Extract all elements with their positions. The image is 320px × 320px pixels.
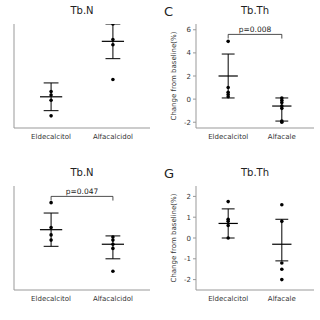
title: Tb.Th bbox=[240, 167, 269, 178]
point bbox=[111, 269, 115, 273]
y-axis-line bbox=[14, 186, 15, 290]
y-tick bbox=[193, 122, 196, 123]
sd-line bbox=[281, 219, 282, 261]
y-tick-label: -2 bbox=[184, 119, 191, 127]
marks bbox=[40, 24, 124, 118]
y-tick bbox=[193, 217, 196, 218]
point bbox=[49, 238, 53, 242]
point bbox=[111, 238, 115, 242]
marks bbox=[219, 40, 292, 124]
point bbox=[111, 235, 115, 239]
y-tick bbox=[193, 196, 196, 197]
y-tick bbox=[193, 76, 196, 77]
cap-low bbox=[105, 58, 120, 59]
x-tick-label: Eldecalcitol bbox=[208, 295, 248, 303]
point bbox=[49, 93, 53, 97]
y-tick-label: 1 bbox=[187, 214, 191, 222]
marks bbox=[219, 200, 292, 282]
point bbox=[280, 278, 284, 282]
point bbox=[280, 101, 284, 105]
x-tick-label: Alfacale bbox=[268, 133, 296, 141]
panel: -2 0 2 4 6 Eldecalcitol Alfacale Change from ba… bbox=[164, 4, 314, 141]
x-axis-line bbox=[14, 128, 150, 129]
point bbox=[280, 267, 284, 271]
cap-high bbox=[222, 54, 235, 55]
point bbox=[226, 236, 230, 240]
cap-high bbox=[44, 82, 59, 83]
y-tick-label: -1 bbox=[184, 255, 191, 263]
mean bbox=[272, 244, 291, 245]
cap-high bbox=[222, 208, 235, 209]
cap-high bbox=[44, 213, 59, 214]
point bbox=[226, 220, 230, 224]
x-axis-line bbox=[196, 128, 314, 129]
x-tick-label: Eldecalcitol bbox=[31, 133, 71, 141]
x-axis-line bbox=[14, 290, 150, 291]
point bbox=[49, 98, 53, 102]
y-tick bbox=[193, 99, 196, 100]
x-tick-label: Eldecalcitol bbox=[208, 133, 248, 141]
point bbox=[280, 107, 284, 111]
cap-low bbox=[44, 246, 59, 247]
point bbox=[280, 120, 284, 124]
point bbox=[49, 114, 53, 118]
y-tick-label: 4 bbox=[187, 49, 192, 57]
title: Tb.N bbox=[69, 167, 93, 178]
x-tick-label: Alfacalcidol bbox=[93, 133, 133, 141]
point bbox=[280, 261, 284, 265]
panel-label: G bbox=[164, 166, 174, 181]
cap-low bbox=[105, 258, 120, 259]
point bbox=[226, 86, 230, 90]
point bbox=[280, 220, 284, 224]
y-axis-line bbox=[14, 24, 15, 128]
panel: Eldecalcitol Alfacalcidol Tb.N bbox=[14, 5, 150, 141]
chart: Eldecalcitol Alfacalcidol Tb.N -2 0 2 4 6 Eldeca… bbox=[0, 0, 320, 320]
x-axis-line bbox=[196, 290, 314, 291]
y-tick bbox=[193, 29, 196, 30]
y-tick-label: 6 bbox=[187, 26, 192, 34]
mean bbox=[219, 75, 238, 76]
marks bbox=[40, 201, 124, 273]
p-value: p=0.008 bbox=[239, 25, 272, 34]
bracket bbox=[228, 34, 282, 38]
y-tick-label: 2 bbox=[187, 73, 191, 81]
point bbox=[226, 95, 230, 99]
title: Tb.Th bbox=[240, 5, 269, 16]
point bbox=[49, 226, 53, 230]
point bbox=[49, 90, 53, 94]
point bbox=[111, 78, 115, 82]
point bbox=[111, 38, 115, 42]
y-tick-label: 0 bbox=[187, 96, 191, 104]
point bbox=[226, 200, 230, 204]
y-tick-label: 2 bbox=[187, 193, 191, 201]
cap-low bbox=[44, 110, 59, 111]
bracket bbox=[51, 196, 113, 200]
x-tick-label: Alfacale bbox=[268, 295, 296, 303]
point bbox=[111, 242, 115, 246]
x-tick-label: Alfacalcidol bbox=[93, 295, 133, 303]
point bbox=[111, 43, 115, 47]
point bbox=[111, 24, 115, 26]
point bbox=[226, 40, 230, 44]
title: Tb.N bbox=[69, 5, 93, 16]
point bbox=[226, 224, 230, 228]
y-tick bbox=[193, 238, 196, 239]
p-value: p=0.047 bbox=[66, 187, 99, 196]
y-label: Change from baseline(%) bbox=[170, 193, 178, 282]
panel-label: C bbox=[164, 4, 173, 19]
y-tick bbox=[193, 279, 196, 280]
point bbox=[280, 203, 284, 207]
y-tick bbox=[193, 258, 196, 259]
y-tick-label: 0 bbox=[187, 235, 191, 243]
x-tick-label: Eldecalcitol bbox=[31, 295, 71, 303]
y-label: Change from baseline(%) bbox=[170, 31, 178, 120]
point bbox=[49, 233, 53, 237]
y-tick bbox=[193, 52, 196, 53]
panel: -2 -1 0 1 2 Eldecalcitol Alfacale Change from b… bbox=[164, 166, 314, 303]
y-tick-label: -2 bbox=[184, 276, 191, 284]
point bbox=[111, 247, 115, 251]
panel: Eldecalcitol Alfacalcidol Tb.N p=0.047 bbox=[14, 167, 150, 303]
point bbox=[49, 201, 53, 205]
